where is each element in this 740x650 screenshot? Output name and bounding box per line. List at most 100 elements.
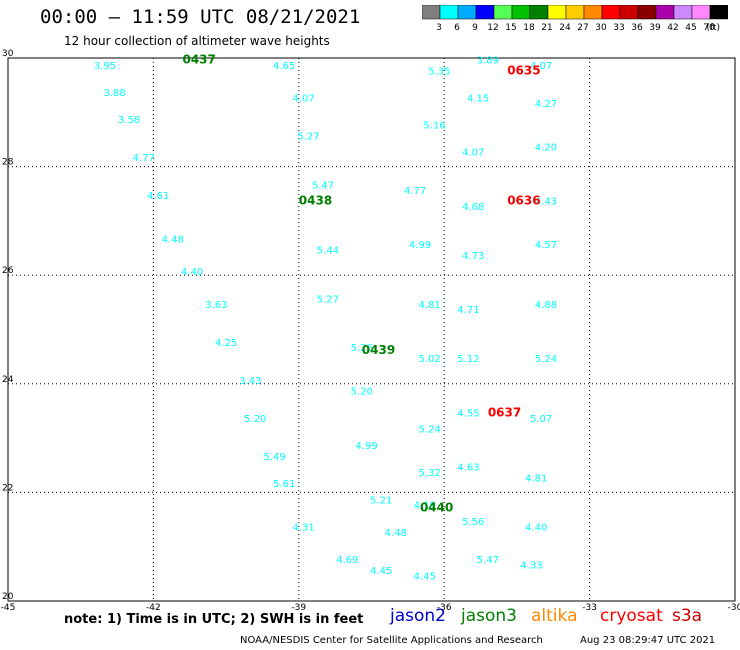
wave-height-value: 3.58 [118, 115, 140, 126]
legend-item-s3a: s3a [672, 606, 703, 626]
wave-height-value: 4.99 [409, 240, 431, 251]
lat-tick-label: 20 [2, 592, 14, 602]
scale-tick-label: 42 [667, 23, 678, 33]
wave-height-value: 5.21 [370, 495, 392, 506]
wave-height-value: 4.88 [535, 300, 557, 311]
wave-height-value: 5.24 [535, 354, 557, 365]
scale-tick-label: 45 [685, 23, 696, 33]
pass-time-label: 0437 [182, 52, 215, 66]
wave-height-value: 4.71 [457, 305, 479, 316]
wave-height-value: 4.15 [467, 93, 489, 104]
wave-height-value: 5.16 [423, 121, 445, 132]
lat-tick-label: 28 [2, 158, 14, 168]
wave-height-value: 5.27 [297, 131, 319, 142]
legend-item-cryosat: cryosat [600, 606, 663, 626]
wave-height-value: 4.55 [457, 408, 479, 419]
scale-tick-label: 36 [631, 23, 643, 33]
wave-height-value: 5.07 [530, 414, 552, 425]
scale-tick-label: 70 [703, 23, 715, 33]
wave-height-value: 4.99 [356, 441, 378, 452]
wave-height-value: 5.56 [462, 517, 484, 528]
wave-height-value: 4.77 [133, 153, 155, 164]
legend-item-altika: altika [531, 606, 578, 626]
pass-time-label: 0438 [299, 194, 332, 208]
lon-tick-label: -45 [1, 603, 16, 610]
lon-tick-label: -36 [437, 603, 452, 610]
wave-height-value: 5.47 [312, 180, 334, 191]
legend-item-jason2: jason2 [390, 606, 446, 626]
lat-tick-label: 26 [2, 266, 14, 276]
wave-height-value: 4.61 [147, 191, 169, 202]
wave-height-value: 4.27 [535, 99, 557, 110]
wave-height-value: 5.20 [351, 387, 373, 398]
wave-height-value: 5.49 [263, 452, 285, 463]
page-title: 00:00 – 11:59 UTC 08/21/2021 [40, 6, 361, 28]
satellite-track: 4.69 4.31 5.61 5.49 5.20 3.43 4.25 3.63 4.40 4.48… [94, 61, 359, 566]
wave-height-value: 5.44 [317, 245, 339, 256]
lon-tick-label: -33 [582, 603, 597, 610]
wave-height-value: 4.07 [293, 93, 315, 104]
wave-height-value: 5.24 [419, 425, 441, 436]
scale-tick-label: 30 [595, 23, 607, 33]
scale-tick-label: 15 [505, 23, 516, 33]
wave-height-value: 3.63 [205, 300, 227, 311]
scale-unit-label: (ft) [706, 23, 720, 33]
wave-height-value: 4.63 [457, 463, 479, 474]
wave-height-value: 4.45 [414, 571, 436, 582]
pass-time-label: 0636 [507, 194, 540, 208]
wave-height-value: 5.61 [273, 479, 295, 490]
pass-time-label: 0635 [507, 63, 540, 77]
wave-height-value: 5.26 [351, 343, 373, 354]
wave-height-value: 4.31 [293, 522, 315, 533]
scale-tick-label: 33 [613, 23, 624, 33]
pass-time-label: 0440 [420, 500, 453, 514]
lon-tick-label: -42 [146, 603, 161, 610]
wave-height-value: 4.20 [535, 142, 557, 153]
scale-tick-label: 24 [559, 23, 571, 33]
wave-height-value: 3.88 [103, 88, 125, 99]
wave-height-value: 5.32 [419, 468, 441, 479]
wave-height-value: 4.68 [462, 202, 484, 213]
wave-height-value: 4.73 [462, 251, 484, 262]
wave-height-value: 4.19 [414, 501, 436, 512]
wave-height-value: 4.77 [404, 186, 426, 197]
wave-height-value: 4.81 [525, 474, 547, 485]
wave-height-value: 3.89 [477, 55, 499, 66]
wave-height-value: 4.07 [530, 61, 552, 72]
scale-tick-label: 27 [577, 23, 588, 33]
wave-height-value: 5.27 [317, 294, 339, 305]
lon-tick-label: -39 [291, 603, 306, 610]
lat-tick-label: 30 [2, 49, 14, 59]
wave-height-value: 4.43 [535, 197, 557, 208]
scale-swatch [709, 5, 728, 20]
scale-tick-label: 9 [472, 23, 478, 33]
scale-tick-label: 12 [487, 23, 498, 33]
wave-height-value: 4.48 [385, 528, 407, 539]
legend-item-jason3: jason3 [461, 606, 517, 626]
pass-time-label: 0439 [362, 343, 395, 357]
wave-height-value: 4.48 [162, 235, 184, 246]
wave-height-value: 4.65 [273, 61, 295, 72]
wave-height-value: 4.45 [370, 566, 392, 577]
color-scale-bar: 3 6 9 12 15 18 21 24 27 30 33 36 39 42 45 70(ft) [422, 5, 728, 33]
wave-height-value: 4.25 [215, 338, 237, 349]
lat-tick-label: 22 [2, 483, 13, 493]
wave-height-value: 5.02 [419, 354, 441, 365]
generated-timestamp: Aug 23 08:29:47 UTC 2021 [580, 635, 716, 646]
scale-tick-label: 21 [541, 23, 552, 33]
wave-height-value: 4.57 [535, 240, 557, 251]
scale-tick-label: 6 [454, 23, 460, 33]
scale-tick-label: 3 [436, 23, 442, 33]
wave-height-value: 5.20 [244, 414, 266, 425]
satellite-track: 4.45 4.48 5.21 4.99 5.20 5.26 5.27 5.44 5.47 5.27… [273, 61, 407, 577]
lon-tick-label: -30 [728, 603, 740, 610]
wave-height-value: 4.40 [181, 267, 203, 278]
page-subtitle: 12 hour collection of altimeter wave hei… [64, 34, 330, 48]
wave-height-value: 5.47 [477, 555, 499, 566]
wave-height-value: 4.33 [520, 560, 542, 571]
wave-height-value: 3.95 [94, 61, 116, 72]
wave-height-value: 4.69 [336, 555, 358, 566]
map-frame [7, 57, 736, 602]
units-note: note: 1) Time is in UTC; 2) SWH is in fe… [64, 612, 364, 627]
wave-height-value: 4.07 [462, 148, 484, 159]
